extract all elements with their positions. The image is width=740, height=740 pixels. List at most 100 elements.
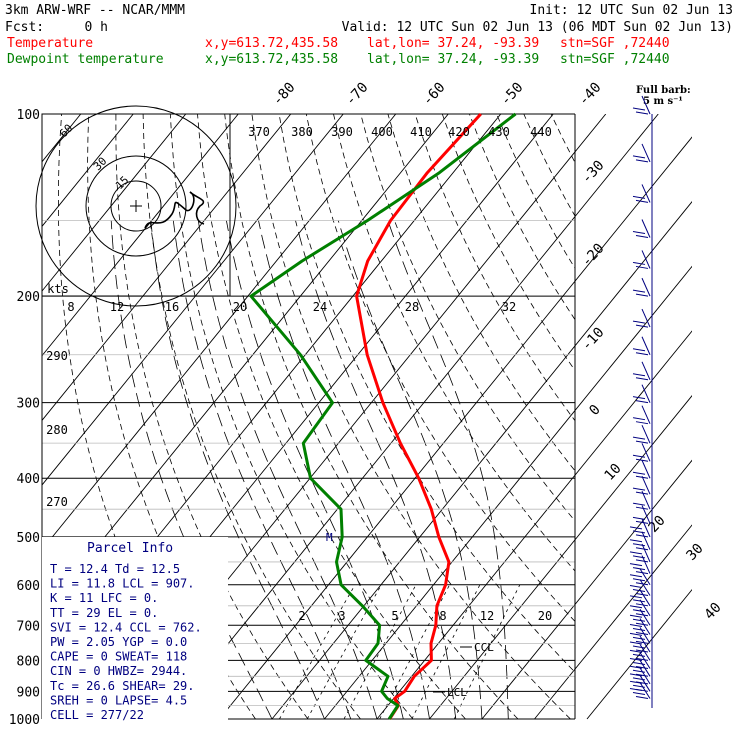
pressure-label: 400 (17, 472, 40, 487)
parcel-info-row: LI = 11.8 LCL = 907. (50, 577, 195, 591)
wind-barb-feather (632, 578, 646, 582)
isotherm (42, 114, 134, 228)
hodo-speed-label: 16 (165, 300, 179, 314)
dry-adiabat (469, 114, 575, 321)
wind-barb-feather (632, 289, 646, 293)
wind-barb-feather (635, 293, 649, 297)
temperature-line (355, 112, 482, 720)
isotherm (376, 330, 692, 720)
mixing-ratio-label: 3 (338, 609, 345, 623)
isotherm (42, 114, 239, 357)
moist-adiabat (387, 220, 509, 720)
mixing-ratio-label: 5 (391, 609, 398, 623)
wind-barb-feather (629, 614, 643, 618)
theta-label: 370 (248, 125, 270, 139)
theta-label: 290 (46, 349, 68, 363)
isotherm (481, 459, 692, 720)
isotherm-label: -50 (498, 80, 527, 109)
parcel-info-row: SVI = 12.4 CCL = 762. (50, 620, 202, 634)
moist-adiabat (295, 220, 457, 720)
isotherm-label: 10 (601, 461, 624, 484)
valid-time: Valid: 12 UTC Sun 02 Jun 13 (06 MDT Sun … (342, 20, 733, 35)
wind-barb-feather (635, 613, 649, 617)
wind-barb-feather (629, 574, 643, 578)
pressure-label: 900 (17, 685, 40, 700)
hodo-speed-label: 32 (502, 300, 516, 314)
wind-barb-staff (641, 336, 651, 355)
pressure-label: 300 (17, 397, 40, 412)
wind-barb-feather (632, 567, 646, 571)
dry-adiabat (251, 114, 571, 720)
dry-adiabat (387, 114, 575, 472)
mixing-ratio-label: 12 (480, 609, 494, 623)
wind-barb-feather (629, 539, 643, 543)
hodo-speed-label: 28 (405, 300, 419, 314)
wind-barb-staff (639, 589, 651, 607)
wind-barb-feather (632, 653, 646, 657)
wind-barb-staff (641, 424, 651, 444)
isotherm (42, 114, 344, 486)
forecast-label: Fcst: (5, 20, 44, 35)
wind-barb-staff (641, 219, 651, 238)
isotherm-label: -30 (579, 158, 608, 187)
dry-adiabat (360, 114, 575, 522)
wind-barb-feather (635, 324, 649, 328)
pressure-label: 100 (17, 108, 40, 123)
parcel-info-row: SREH = 0 LAPSE= 4.5 (50, 693, 187, 707)
mixing-ratio-line (306, 584, 382, 720)
ccl-marker: CCL (474, 641, 494, 654)
theta-label: 400 (371, 125, 393, 139)
temperature-station: stn=SGF ,72440 (560, 36, 670, 51)
parcel-info-row: CIN = 0 HWBZ= 2944. (50, 664, 187, 678)
isotherm (429, 395, 692, 720)
isotherm-label: 0 (586, 402, 603, 419)
wind-barb-staff (639, 627, 651, 644)
wind-barb-feather (632, 692, 646, 696)
pressure-label: 500 (17, 531, 40, 546)
wind-barb-staff (641, 184, 651, 203)
mixing-ratio-label: 8 (439, 609, 446, 623)
wind-barb-feather (635, 582, 649, 586)
wind-barb-feather (635, 603, 649, 607)
wind-barb-staff (641, 460, 651, 479)
wind-barb-staff (641, 475, 651, 495)
wind-barb-staff (639, 667, 651, 685)
theta-label: 430 (488, 125, 510, 139)
wind-barb-staff (641, 531, 651, 550)
wind-barb-feather (635, 559, 649, 563)
wind-barb-feather (632, 320, 646, 324)
wind-barb-staff (639, 609, 651, 626)
isotherm-label: -20 (579, 241, 608, 270)
dewpoint-xy: x,y=613.72,435.58 (205, 52, 338, 67)
wind-barb-feather (635, 400, 649, 404)
dry-adiabat (441, 114, 575, 372)
wind-barb-staff (641, 277, 651, 297)
hodo-ring-label: 30 (91, 155, 110, 174)
parcel-info-row: CELL = 277/22 (50, 708, 144, 722)
wind-barb-feather (632, 348, 646, 352)
wind-barb-feather (635, 491, 649, 495)
wind-barb-feather (629, 551, 643, 555)
wind-barb-feather (632, 195, 646, 199)
hodo-ring-label: 15 (113, 174, 132, 193)
hodograph-trace (144, 191, 205, 229)
moist-adiabat (337, 220, 483, 720)
isotherm-label: 40 (701, 600, 724, 623)
wind-barb-feather (632, 454, 646, 458)
wind-barb-staff (639, 652, 651, 669)
theta-label: 410 (410, 125, 432, 139)
wind-barb-staff (641, 518, 651, 538)
init-time: Init: 12 UTC Sun 02 Jun 13 (530, 3, 734, 18)
wind-barb-feather (635, 649, 649, 653)
wind-barb-staff (639, 568, 651, 586)
mixing-ratio-line (343, 584, 417, 720)
profiles (249, 112, 517, 720)
wind-barb-feather (635, 440, 649, 444)
theta-label: 420 (448, 125, 470, 139)
pressure-label: 1000 (9, 713, 40, 728)
wind-barb-feather (629, 605, 643, 609)
wind-barb-feather (632, 502, 646, 506)
wind-barb-staff (639, 579, 651, 596)
dewpoint-latlon: lat,lon= 37.24, -93.39 (367, 52, 539, 67)
